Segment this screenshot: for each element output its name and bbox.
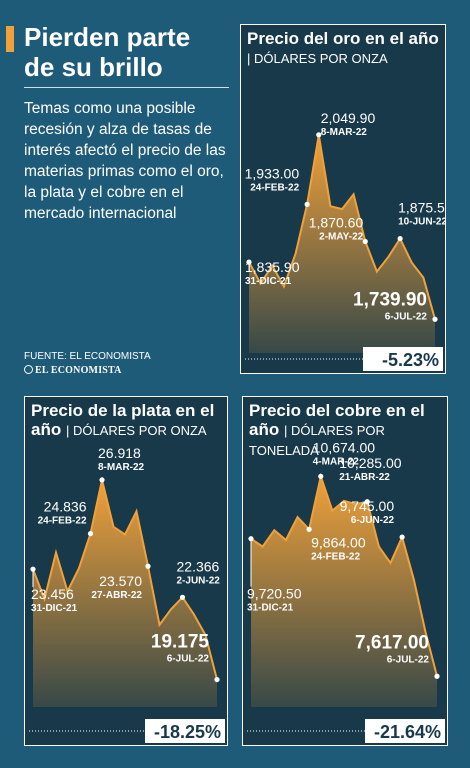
gold-chart-title: Precio del oro en el año | DÓLARES POR O…	[247, 29, 439, 66]
copper-point	[318, 473, 324, 479]
silver-value-label: 26.918	[98, 445, 141, 461]
gold-area	[249, 134, 435, 353]
silver-chart-panel: Precio de la plata en el año | DÓLARES P…	[24, 396, 228, 746]
logo-mark-icon	[24, 365, 33, 374]
gold-point	[362, 238, 368, 245]
gold-chart-panel: Precio del oro en el año | DÓLARES POR O…	[240, 24, 446, 374]
silver-change-value: -18.25%	[154, 722, 221, 742]
copper-value-label: 10,285.00	[339, 455, 401, 471]
silver-date-label: 6-JUL-22	[167, 654, 210, 665]
copper-date-label: 24-FEB-22	[311, 551, 360, 562]
copper-point	[306, 526, 312, 532]
intro-text: Temas como una posible recesión y alza d…	[24, 100, 226, 222]
gold-date-label: 31-DIC-21	[245, 276, 292, 287]
copper-line	[250, 472, 438, 677]
silver-point	[87, 530, 94, 537]
silver-point	[179, 594, 186, 600]
copper-point	[364, 499, 370, 505]
silver-date-label: 8-MAR-22	[98, 462, 145, 473]
gold-value-label: 1,739.90	[353, 289, 427, 310]
silver-value-label: 19.175	[151, 632, 210, 653]
copper-point	[248, 536, 254, 542]
copper-value-label: 10,674.00	[313, 439, 375, 455]
copper-date-label: 6-JUN-22	[351, 515, 395, 526]
copper-point	[434, 673, 440, 679]
gold-value-label: 2,049.90	[321, 110, 376, 126]
silver-value-label: 24.836	[44, 499, 87, 515]
copper-change-box	[365, 719, 445, 743]
silver-chart-title: Precio de la plata en el año | DÓLARES P…	[31, 401, 215, 439]
gold-date-label: 24-FEB-22	[250, 182, 299, 193]
silver-area	[33, 479, 217, 707]
copper-point	[399, 534, 405, 540]
headline-divider	[24, 87, 229, 88]
gold-value-label: 1,835.90	[245, 259, 300, 275]
copper-date-label: 4-MAR-22	[313, 456, 360, 467]
silver-line	[32, 479, 218, 680]
copper-area	[251, 476, 437, 707]
logo-text: EL ECONOMISTA	[35, 365, 122, 376]
copper-value-label: 9,720.50	[247, 586, 302, 602]
headline-accent-bar	[6, 26, 14, 52]
copper-value-label: 9,864.00	[311, 534, 366, 550]
silver-point	[99, 477, 105, 483]
gold-date-label: 10-JUN-22	[398, 217, 445, 228]
gold-line	[248, 134, 436, 320]
headline: Pierden parte de su brillo	[24, 22, 191, 82]
silver-value-label: 23.570	[99, 573, 142, 589]
copper-change-value: -21.64%	[374, 722, 441, 742]
gold-value-label: 1,933.00	[245, 165, 300, 181]
silver-date-label: 31-DIC-21	[31, 603, 78, 614]
silver-date-label: 24-FEB-22	[38, 516, 87, 527]
copper-date-label: 31-DIC-21	[247, 603, 294, 614]
publisher-logo: EL ECONOMISTA	[24, 365, 122, 376]
gold-change-box	[363, 347, 443, 371]
silver-date-label: 27-ABR-22	[91, 590, 142, 601]
silver-point	[30, 566, 36, 572]
gold-change-value: -5.23%	[382, 350, 439, 370]
copper-chart-title: Precio del cobre en el año | DÓLARES POR…	[249, 401, 425, 458]
copper-chart-panel: Precio del cobre en el año | DÓLARES POR…	[242, 396, 448, 746]
silver-value-label: 22.366	[177, 558, 220, 574]
gold-value-label: 1,875.50	[398, 200, 445, 216]
gold-date-label: 2-MAY-22	[319, 231, 364, 242]
silver-date-label: 2-JUN-22	[177, 575, 221, 586]
silver-point	[214, 676, 220, 683]
gold-date-label: 6-JUL-22	[385, 311, 428, 322]
gold-value-label: 1,870.60	[309, 214, 364, 230]
silver-change-box	[145, 719, 225, 743]
gold-point	[397, 235, 403, 242]
gold-point	[316, 132, 322, 138]
gold-point	[304, 201, 310, 207]
copper-date-label: 21-ABR-22	[339, 472, 390, 483]
copper-value-label: 7,617.00	[355, 632, 429, 653]
copper-value-label: 9,745.00	[340, 498, 395, 514]
silver-point	[145, 563, 151, 569]
gold-point	[432, 316, 438, 322]
source-credit: FUENTE: EL ECONOMISTA	[24, 351, 151, 362]
gold-date-label: 8-MAR-22	[321, 127, 368, 138]
silver-value-label: 23.456	[31, 586, 74, 602]
copper-date-label: 6-JUL-22	[387, 654, 430, 665]
